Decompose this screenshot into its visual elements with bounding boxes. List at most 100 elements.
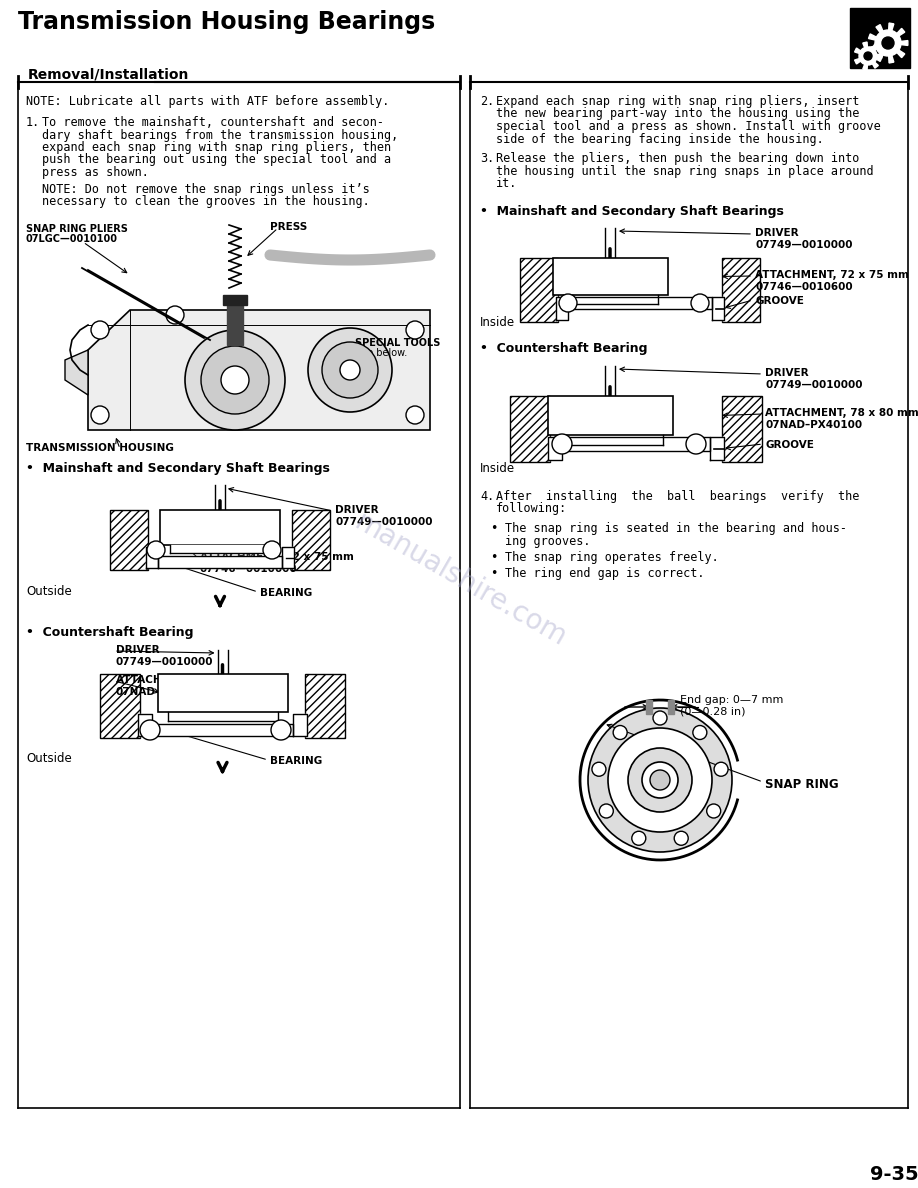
Polygon shape bbox=[855, 48, 860, 53]
Text: ATTACHMENT, 78 x 80 mm: ATTACHMENT, 78 x 80 mm bbox=[116, 675, 270, 685]
Polygon shape bbox=[548, 437, 562, 460]
Text: Release the pliers, then push the bearing down into: Release the pliers, then push the bearin… bbox=[496, 152, 859, 165]
Text: The snap ring operates freely.: The snap ring operates freely. bbox=[505, 551, 719, 564]
Text: ATTACHMENT, 78 x 80 mm: ATTACHMENT, 78 x 80 mm bbox=[765, 407, 918, 418]
Polygon shape bbox=[889, 56, 894, 63]
Polygon shape bbox=[146, 546, 158, 568]
Text: Transmission Housing Bearings: Transmission Housing Bearings bbox=[18, 10, 435, 34]
Text: DRIVER: DRIVER bbox=[335, 505, 378, 516]
Circle shape bbox=[406, 321, 424, 339]
Text: 07749—0010000: 07749—0010000 bbox=[335, 517, 432, 527]
Polygon shape bbox=[877, 53, 882, 58]
Text: The snap ring is seated in the bearing and hous-: The snap ring is seated in the bearing a… bbox=[505, 522, 847, 535]
Polygon shape bbox=[223, 295, 247, 305]
Text: 07NAD–PX40100: 07NAD–PX40100 bbox=[765, 421, 862, 430]
Text: The ring end gap is correct.: The ring end gap is correct. bbox=[505, 568, 704, 581]
Bar bbox=[553, 258, 667, 295]
Circle shape bbox=[864, 52, 872, 61]
Text: After  installing  the  ball  bearings  verify  the: After installing the ball bearings verif… bbox=[496, 489, 859, 503]
Polygon shape bbox=[868, 46, 877, 52]
Text: SNAP RING PLIERS: SNAP RING PLIERS bbox=[26, 225, 128, 234]
Circle shape bbox=[693, 726, 707, 739]
Circle shape bbox=[592, 763, 606, 776]
Text: ATTACHMENT, 72 x 75 mm: ATTACHMENT, 72 x 75 mm bbox=[755, 270, 909, 280]
Polygon shape bbox=[65, 350, 88, 394]
Text: 07746—0010600: 07746—0010600 bbox=[200, 564, 297, 574]
Text: 07749—0010000: 07749—0010000 bbox=[116, 657, 214, 666]
Text: •: • bbox=[490, 551, 498, 564]
Polygon shape bbox=[138, 714, 152, 737]
Circle shape bbox=[632, 832, 645, 845]
Circle shape bbox=[263, 541, 281, 560]
Polygon shape bbox=[158, 556, 282, 568]
Circle shape bbox=[271, 720, 291, 740]
Text: the housing until the snap ring snaps in place around: the housing until the snap ring snaps in… bbox=[496, 164, 874, 177]
Circle shape bbox=[91, 406, 109, 424]
Circle shape bbox=[707, 804, 721, 819]
Polygon shape bbox=[897, 29, 905, 36]
Circle shape bbox=[91, 321, 109, 339]
Text: See below.: See below. bbox=[355, 348, 408, 358]
Polygon shape bbox=[863, 64, 868, 70]
Text: BEARING: BEARING bbox=[260, 588, 312, 598]
Polygon shape bbox=[88, 310, 430, 430]
Text: press as shown.: press as shown. bbox=[42, 166, 149, 179]
Circle shape bbox=[714, 763, 728, 776]
Text: ing grooves.: ing grooves. bbox=[505, 535, 590, 548]
Polygon shape bbox=[868, 34, 877, 40]
Text: DRIVER: DRIVER bbox=[755, 228, 799, 238]
Text: GROOVE: GROOVE bbox=[755, 296, 804, 307]
Bar bbox=[547, 396, 673, 435]
Text: Outside: Outside bbox=[26, 752, 72, 765]
Polygon shape bbox=[863, 42, 868, 48]
Text: DRIVER: DRIVER bbox=[116, 645, 160, 655]
Text: push the bearing out using the special tool and a: push the bearing out using the special t… bbox=[42, 153, 391, 166]
Text: DRIVER: DRIVER bbox=[765, 368, 809, 378]
Text: To remove the mainshaft, countershaft and secon-: To remove the mainshaft, countershaft an… bbox=[42, 116, 384, 129]
Text: 07746—0010600: 07746—0010600 bbox=[755, 282, 853, 292]
Circle shape bbox=[322, 342, 378, 398]
Text: NOTE: Do not remove the snap rings unless it’s: NOTE: Do not remove the snap rings unles… bbox=[42, 183, 370, 196]
Circle shape bbox=[599, 804, 613, 819]
Text: 2.: 2. bbox=[480, 95, 494, 108]
Text: ATTACHMENT, 72 x 75 mm: ATTACHMENT, 72 x 75 mm bbox=[200, 552, 353, 562]
Circle shape bbox=[340, 360, 360, 380]
Polygon shape bbox=[293, 714, 307, 737]
Polygon shape bbox=[562, 437, 710, 451]
Polygon shape bbox=[712, 297, 724, 320]
Circle shape bbox=[650, 770, 670, 790]
Polygon shape bbox=[152, 723, 293, 737]
Circle shape bbox=[559, 293, 577, 312]
Bar bbox=[722, 396, 762, 462]
Circle shape bbox=[308, 328, 392, 412]
Bar bbox=[110, 510, 148, 570]
Text: •  Mainshaft and Secondary Shaft Bearings: • Mainshaft and Secondary Shaft Bearings bbox=[480, 206, 784, 219]
Text: Inside: Inside bbox=[480, 316, 515, 329]
Text: 07749—0010000: 07749—0010000 bbox=[755, 240, 853, 249]
Text: •: • bbox=[490, 522, 498, 535]
Text: 3.: 3. bbox=[480, 152, 494, 165]
Text: 4.: 4. bbox=[480, 489, 494, 503]
Text: •  Mainshaft and Secondary Shaft Bearings: • Mainshaft and Secondary Shaft Bearings bbox=[26, 462, 330, 475]
Polygon shape bbox=[897, 50, 905, 58]
Circle shape bbox=[147, 541, 165, 560]
Text: GROOVE: GROOVE bbox=[765, 440, 814, 450]
Text: Inside: Inside bbox=[480, 462, 515, 475]
Polygon shape bbox=[556, 297, 568, 320]
Circle shape bbox=[552, 434, 572, 454]
Circle shape bbox=[166, 307, 184, 324]
Text: 1.: 1. bbox=[26, 116, 40, 129]
Text: 07749—0010000: 07749—0010000 bbox=[765, 380, 863, 390]
Text: Expand each snap ring with snap ring pliers, insert: Expand each snap ring with snap ring pli… bbox=[496, 95, 859, 108]
Polygon shape bbox=[668, 700, 674, 714]
Polygon shape bbox=[282, 546, 294, 568]
Text: dary shaft bearings from the transmission housing,: dary shaft bearings from the transmissio… bbox=[42, 128, 398, 141]
Bar bbox=[100, 674, 140, 738]
Bar bbox=[158, 674, 287, 712]
Bar bbox=[292, 510, 330, 570]
Text: BEARING: BEARING bbox=[270, 756, 322, 766]
Text: side of the bearing facing inside the housing.: side of the bearing facing inside the ho… bbox=[496, 133, 823, 145]
Bar bbox=[510, 396, 550, 462]
Circle shape bbox=[613, 726, 627, 739]
Circle shape bbox=[406, 406, 424, 424]
